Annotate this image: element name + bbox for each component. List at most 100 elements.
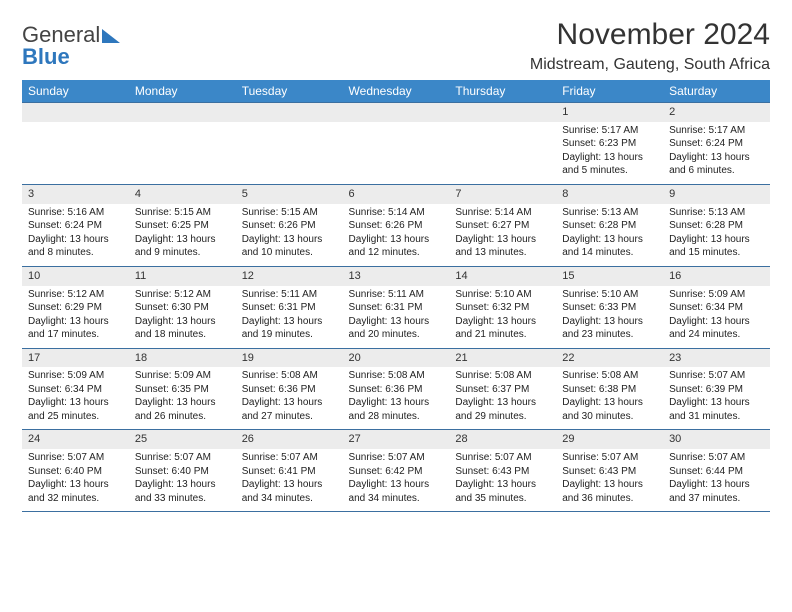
daylight-text: Daylight: 13 hours and 5 minutes. <box>562 151 657 178</box>
calendar-day-cell: 12Sunrise: 5:11 AMSunset: 6:31 PMDayligh… <box>236 266 343 348</box>
daylight-text: Daylight: 13 hours and 30 minutes. <box>562 396 657 423</box>
day-body: Sunrise: 5:07 AMSunset: 6:44 PMDaylight:… <box>663 449 770 511</box>
sunrise-text: Sunrise: 5:08 AM <box>349 369 444 383</box>
calendar-day-cell: 26Sunrise: 5:07 AMSunset: 6:41 PMDayligh… <box>236 430 343 512</box>
calendar-day-cell: 18Sunrise: 5:09 AMSunset: 6:35 PMDayligh… <box>129 348 236 430</box>
dow-wednesday: Wednesday <box>343 80 450 103</box>
sunset-text: Sunset: 6:24 PM <box>669 137 764 151</box>
sunrise-text: Sunrise: 5:15 AM <box>135 206 230 220</box>
day-number: 25 <box>129 430 236 449</box>
calendar-day-cell: 24Sunrise: 5:07 AMSunset: 6:40 PMDayligh… <box>22 430 129 512</box>
daylight-text: Daylight: 13 hours and 8 minutes. <box>28 233 123 260</box>
day-number: 19 <box>236 349 343 368</box>
sunrise-text: Sunrise: 5:14 AM <box>455 206 550 220</box>
day-number: 23 <box>663 349 770 368</box>
brand-text: General Blue <box>22 24 120 68</box>
sunrise-text: Sunrise: 5:11 AM <box>242 288 337 302</box>
calendar-day-cell: 6Sunrise: 5:14 AMSunset: 6:26 PMDaylight… <box>343 184 450 266</box>
daylight-text: Daylight: 13 hours and 36 minutes. <box>562 478 657 505</box>
brand-triangle-icon <box>102 29 120 43</box>
day-number: 16 <box>663 267 770 286</box>
day-body: Sunrise: 5:09 AMSunset: 6:35 PMDaylight:… <box>129 367 236 429</box>
sunset-text: Sunset: 6:33 PM <box>562 301 657 315</box>
sunset-text: Sunset: 6:40 PM <box>135 465 230 479</box>
calendar-body: 1Sunrise: 5:17 AMSunset: 6:23 PMDaylight… <box>22 103 770 512</box>
calendar-day-cell: 9Sunrise: 5:13 AMSunset: 6:28 PMDaylight… <box>663 184 770 266</box>
sunrise-text: Sunrise: 5:07 AM <box>349 451 444 465</box>
dow-tuesday: Tuesday <box>236 80 343 103</box>
calendar-day-cell: 15Sunrise: 5:10 AMSunset: 6:33 PMDayligh… <box>556 266 663 348</box>
day-body: Sunrise: 5:09 AMSunset: 6:34 PMDaylight:… <box>663 286 770 348</box>
day-body: Sunrise: 5:11 AMSunset: 6:31 PMDaylight:… <box>236 286 343 348</box>
sunrise-text: Sunrise: 5:07 AM <box>28 451 123 465</box>
calendar-day-cell: 2Sunrise: 5:17 AMSunset: 6:24 PMDaylight… <box>663 103 770 185</box>
daylight-text: Daylight: 13 hours and 28 minutes. <box>349 396 444 423</box>
location-subtitle: Midstream, Gauteng, South Africa <box>530 56 770 74</box>
daylight-text: Daylight: 13 hours and 32 minutes. <box>28 478 123 505</box>
day-body: Sunrise: 5:16 AMSunset: 6:24 PMDaylight:… <box>22 204 129 266</box>
sunrise-text: Sunrise: 5:09 AM <box>28 369 123 383</box>
calendar-day-cell: 13Sunrise: 5:11 AMSunset: 6:31 PMDayligh… <box>343 266 450 348</box>
day-body: Sunrise: 5:10 AMSunset: 6:32 PMDaylight:… <box>449 286 556 348</box>
sunset-text: Sunset: 6:41 PM <box>242 465 337 479</box>
daylight-text: Daylight: 13 hours and 37 minutes. <box>669 478 764 505</box>
sunrise-text: Sunrise: 5:12 AM <box>135 288 230 302</box>
sunset-text: Sunset: 6:42 PM <box>349 465 444 479</box>
day-number: 27 <box>343 430 450 449</box>
day-number: 3 <box>22 185 129 204</box>
daylight-text: Daylight: 13 hours and 34 minutes. <box>349 478 444 505</box>
day-number <box>22 103 129 122</box>
day-body: Sunrise: 5:07 AMSunset: 6:43 PMDaylight:… <box>556 449 663 511</box>
day-body: Sunrise: 5:08 AMSunset: 6:38 PMDaylight:… <box>556 367 663 429</box>
sunrise-text: Sunrise: 5:12 AM <box>28 288 123 302</box>
calendar-day-cell <box>22 103 129 185</box>
sunrise-text: Sunrise: 5:07 AM <box>455 451 550 465</box>
sunrise-text: Sunrise: 5:09 AM <box>669 288 764 302</box>
sunrise-text: Sunrise: 5:10 AM <box>455 288 550 302</box>
day-number: 17 <box>22 349 129 368</box>
sunset-text: Sunset: 6:31 PM <box>242 301 337 315</box>
day-body: Sunrise: 5:12 AMSunset: 6:30 PMDaylight:… <box>129 286 236 348</box>
daylight-text: Daylight: 13 hours and 17 minutes. <box>28 315 123 342</box>
sunset-text: Sunset: 6:28 PM <box>669 219 764 233</box>
day-number: 7 <box>449 185 556 204</box>
sunrise-text: Sunrise: 5:16 AM <box>28 206 123 220</box>
sunset-text: Sunset: 6:36 PM <box>242 383 337 397</box>
sunrise-text: Sunrise: 5:07 AM <box>669 369 764 383</box>
day-number: 24 <box>22 430 129 449</box>
calendar-day-cell <box>343 103 450 185</box>
daylight-text: Daylight: 13 hours and 31 minutes. <box>669 396 764 423</box>
calendar-day-cell <box>236 103 343 185</box>
sunset-text: Sunset: 6:26 PM <box>242 219 337 233</box>
calendar-week-row: 3Sunrise: 5:16 AMSunset: 6:24 PMDaylight… <box>22 184 770 266</box>
day-body: Sunrise: 5:13 AMSunset: 6:28 PMDaylight:… <box>663 204 770 266</box>
day-number: 21 <box>449 349 556 368</box>
day-body: Sunrise: 5:10 AMSunset: 6:33 PMDaylight:… <box>556 286 663 348</box>
daylight-text: Daylight: 13 hours and 34 minutes. <box>242 478 337 505</box>
day-body: Sunrise: 5:12 AMSunset: 6:29 PMDaylight:… <box>22 286 129 348</box>
day-body <box>343 122 450 178</box>
calendar-day-cell: 23Sunrise: 5:07 AMSunset: 6:39 PMDayligh… <box>663 348 770 430</box>
day-number <box>449 103 556 122</box>
day-body: Sunrise: 5:07 AMSunset: 6:40 PMDaylight:… <box>129 449 236 511</box>
calendar-day-cell: 30Sunrise: 5:07 AMSunset: 6:44 PMDayligh… <box>663 430 770 512</box>
daylight-text: Daylight: 13 hours and 26 minutes. <box>135 396 230 423</box>
daylight-text: Daylight: 13 hours and 20 minutes. <box>349 315 444 342</box>
calendar-day-cell: 5Sunrise: 5:15 AMSunset: 6:26 PMDaylight… <box>236 184 343 266</box>
sunrise-text: Sunrise: 5:07 AM <box>242 451 337 465</box>
calendar-day-cell: 21Sunrise: 5:08 AMSunset: 6:37 PMDayligh… <box>449 348 556 430</box>
day-body: Sunrise: 5:07 AMSunset: 6:42 PMDaylight:… <box>343 449 450 511</box>
calendar-day-cell <box>449 103 556 185</box>
dow-saturday: Saturday <box>663 80 770 103</box>
calendar-page: General Blue November 2024 Midstream, Ga… <box>0 0 792 522</box>
day-number: 6 <box>343 185 450 204</box>
day-number: 30 <box>663 430 770 449</box>
sunrise-text: Sunrise: 5:07 AM <box>562 451 657 465</box>
day-body: Sunrise: 5:13 AMSunset: 6:28 PMDaylight:… <box>556 204 663 266</box>
daylight-text: Daylight: 13 hours and 35 minutes. <box>455 478 550 505</box>
calendar-day-cell: 7Sunrise: 5:14 AMSunset: 6:27 PMDaylight… <box>449 184 556 266</box>
calendar-day-cell: 16Sunrise: 5:09 AMSunset: 6:34 PMDayligh… <box>663 266 770 348</box>
day-body: Sunrise: 5:09 AMSunset: 6:34 PMDaylight:… <box>22 367 129 429</box>
dow-sunday: Sunday <box>22 80 129 103</box>
sunrise-text: Sunrise: 5:08 AM <box>562 369 657 383</box>
